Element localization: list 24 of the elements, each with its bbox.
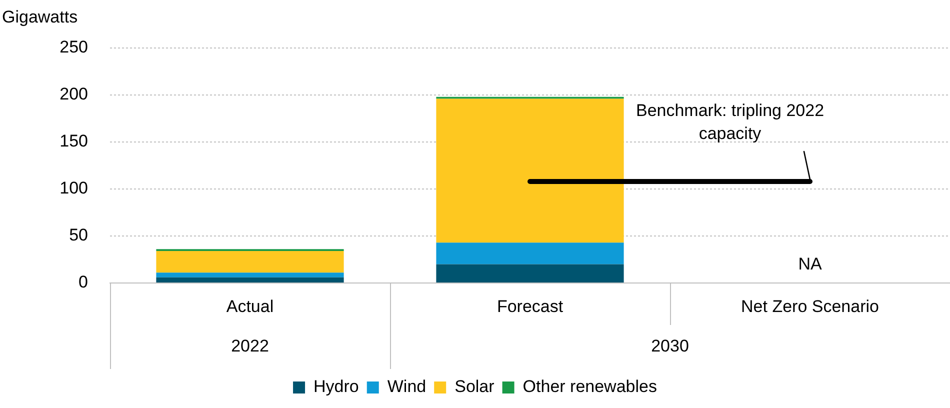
x-tick-label: Forecast	[496, 296, 564, 316]
bar	[436, 242, 624, 264]
bar	[436, 98, 624, 243]
legend-label: Wind	[387, 377, 426, 396]
bar	[156, 277, 344, 282]
bar	[156, 272, 344, 278]
annotation: NA	[798, 254, 822, 274]
legend-label: Solar	[454, 377, 495, 396]
text: 2022	[231, 336, 269, 356]
text: 2030	[651, 336, 689, 356]
y-tick-label: 200	[60, 84, 88, 104]
y-tick-label: 150	[60, 132, 88, 151]
bar	[436, 264, 624, 282]
y-tick-label: 250	[60, 38, 88, 57]
bar	[156, 251, 344, 273]
x-tick-label: Actual	[226, 296, 274, 316]
y-tick-label: 0	[78, 272, 88, 292]
y-tick-label: 50	[69, 226, 88, 245]
y-axis-title: Gigawatts	[2, 8, 78, 27]
legend-label: Other renewables	[522, 377, 657, 396]
ref-line-label: Benchmark: tripling 2022 capacity	[636, 101, 824, 144]
x-tick-label: Net Zero Scenario	[741, 296, 879, 316]
y-tick-label: 100	[60, 178, 88, 198]
legend-label: Hydro	[314, 377, 359, 396]
